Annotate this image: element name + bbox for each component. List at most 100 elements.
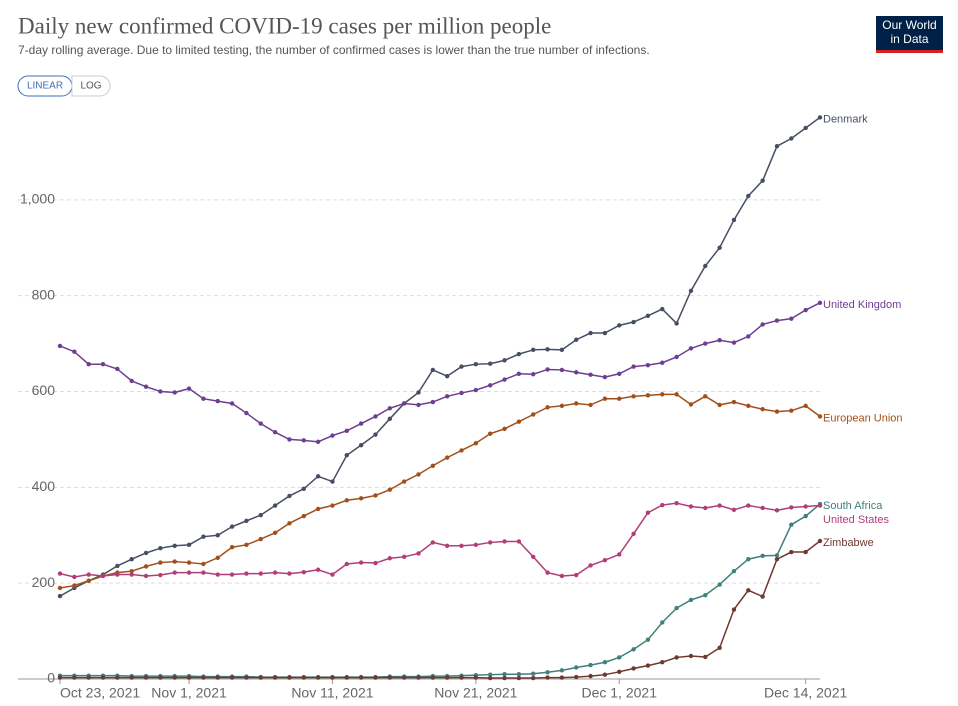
data-point <box>746 557 751 562</box>
data-point <box>717 338 722 343</box>
data-point <box>774 143 780 149</box>
data-point <box>631 319 636 325</box>
data-point <box>344 453 349 458</box>
data-point <box>574 401 579 406</box>
data-point <box>272 570 278 575</box>
data-point <box>158 560 163 565</box>
data-point <box>588 372 593 377</box>
y-tick-label: 1,000 <box>20 191 55 207</box>
data-point <box>100 573 106 579</box>
data-point <box>444 675 450 680</box>
data-point <box>717 582 722 587</box>
data-point <box>258 512 263 518</box>
data-point <box>516 675 522 681</box>
data-point <box>487 361 493 366</box>
data-point <box>72 675 77 680</box>
data-point <box>645 313 651 318</box>
data-point <box>545 670 550 675</box>
data-point <box>158 389 163 394</box>
y-tick-label: 400 <box>32 478 56 494</box>
data-point <box>473 675 479 680</box>
data-point <box>760 505 765 511</box>
data-point <box>760 594 765 599</box>
data-point <box>545 405 550 410</box>
series-line <box>59 502 821 578</box>
data-point <box>588 563 593 568</box>
data-point <box>172 543 177 548</box>
log-button[interactable] <box>71 75 111 97</box>
data-point <box>72 583 77 588</box>
data-point <box>215 572 220 577</box>
logo: Our World in Data <box>876 16 943 53</box>
data-point <box>545 367 550 372</box>
data-point <box>774 318 780 323</box>
data-point <box>444 455 450 460</box>
data-point <box>444 373 450 379</box>
data-point <box>129 557 134 562</box>
data-point <box>72 349 77 354</box>
data-point <box>57 585 63 591</box>
data-point <box>559 668 565 673</box>
data-point <box>416 551 421 556</box>
data-point <box>660 660 665 665</box>
data-point <box>416 675 421 680</box>
data-point <box>272 530 278 536</box>
data-point <box>201 534 206 539</box>
data-point <box>344 428 349 433</box>
series-line <box>60 540 821 679</box>
data-point <box>301 438 306 443</box>
data-point <box>545 347 550 352</box>
data-point <box>473 441 479 446</box>
data-point <box>143 564 149 569</box>
data-point <box>760 322 765 327</box>
data-point <box>602 557 608 563</box>
data-point <box>731 217 737 223</box>
data-point <box>287 521 292 526</box>
data-point <box>688 597 694 603</box>
data-point <box>531 347 536 353</box>
data-point <box>559 573 565 579</box>
data-point <box>373 493 378 498</box>
data-point <box>703 394 708 399</box>
data-point <box>401 401 407 406</box>
data-point <box>789 522 794 527</box>
series-line <box>59 393 821 589</box>
data-point <box>258 571 263 576</box>
data-point <box>115 675 120 680</box>
data-point <box>531 675 536 681</box>
data-point <box>186 570 192 575</box>
data-point <box>473 387 479 393</box>
log-button-label[interactable]: LOG <box>80 81 101 92</box>
data-point <box>703 505 708 511</box>
data-point <box>287 493 292 499</box>
data-point <box>459 364 464 369</box>
data-point <box>688 346 694 351</box>
data-point <box>789 316 794 321</box>
data-point <box>574 674 579 680</box>
data-point <box>287 571 292 576</box>
data-point <box>172 559 177 564</box>
linear-button-label[interactable]: LINEAR <box>27 81 63 92</box>
data-point <box>430 399 436 405</box>
data-point <box>803 307 808 313</box>
data-point <box>301 675 306 680</box>
data-point <box>86 675 91 680</box>
data-point <box>373 675 378 680</box>
y-tick-label: 800 <box>32 286 56 302</box>
x-tick-label: Dec 14, 2021 <box>764 685 847 701</box>
data-point <box>502 675 507 681</box>
data-point <box>487 383 493 388</box>
data-point <box>315 474 321 479</box>
data-point <box>330 675 335 680</box>
data-point <box>602 672 608 677</box>
legend-label: Zimbabwe <box>823 537 874 549</box>
data-point <box>444 543 450 548</box>
data-point <box>803 549 808 555</box>
data-point <box>287 437 292 442</box>
x-tick-label: Nov 1, 2021 <box>151 685 227 701</box>
data-point <box>731 399 737 405</box>
data-point <box>602 660 608 665</box>
data-point <box>817 115 823 120</box>
data-point <box>617 396 622 401</box>
data-point <box>688 653 694 659</box>
